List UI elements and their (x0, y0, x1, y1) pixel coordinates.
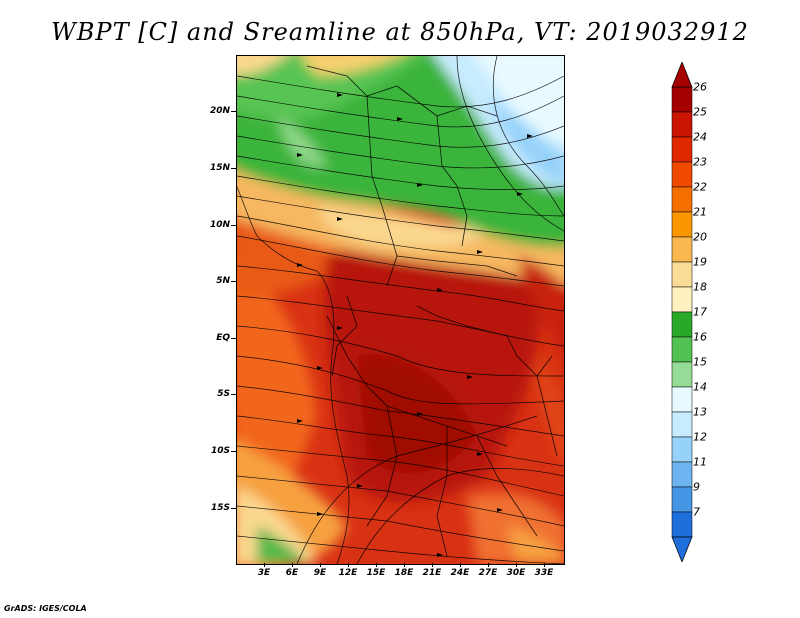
lon-tick (516, 563, 517, 567)
lat-tick (231, 225, 236, 226)
lat-tick (231, 281, 236, 282)
colorbar-label: 16 (693, 330, 707, 344)
lat-label: 15N (209, 163, 230, 173)
colorbar-segment (671, 436, 693, 463)
colorbar-label: 13 (693, 405, 707, 419)
lon-label: 30E (506, 568, 526, 578)
lon-label: 33E (534, 568, 554, 578)
lat-tick (231, 338, 236, 339)
lat-label: EQ (216, 333, 230, 343)
colorbar-segment (671, 511, 693, 538)
colorbar-segment (671, 311, 693, 338)
colorbar-label: 15 (693, 355, 707, 369)
colorbar-segment (671, 211, 693, 238)
lat-tick (231, 451, 236, 452)
map-panel (236, 55, 565, 565)
streamlines (237, 56, 564, 564)
credit-text: GrADS: IGES/COLA (4, 604, 87, 613)
colorbar-label: 24 (693, 130, 707, 144)
colorbar-segment (671, 86, 693, 113)
colorbar (671, 62, 693, 562)
lon-label: 21E (422, 568, 442, 578)
colorbar-label: 7 (693, 505, 700, 519)
colorbar-segment (671, 111, 693, 138)
lon-tick (348, 563, 349, 567)
colorbar-label: 20 (693, 230, 707, 244)
colorbar-max-triangle (671, 62, 693, 88)
colorbar-label: 21 (693, 205, 707, 219)
lat-label: 5N (216, 276, 230, 286)
lat-label: 20N (209, 106, 230, 116)
colorbar-label: 26 (693, 80, 707, 94)
colorbar-segment (671, 186, 693, 213)
lon-label: 24E (450, 568, 470, 578)
lon-label: 15E (366, 568, 386, 578)
colorbar-label: 9 (693, 480, 700, 494)
lon-tick (264, 563, 265, 567)
colorbar-segments (671, 86, 693, 538)
colorbar-segment (671, 361, 693, 388)
colorbar-label: 14 (693, 380, 707, 394)
lat-label: 10S (210, 446, 230, 456)
lat-tick (231, 168, 236, 169)
lon-tick (404, 563, 405, 567)
colorbar-segment (671, 286, 693, 313)
colorbar-label: 18 (693, 280, 707, 294)
streamline-arrows (297, 93, 533, 557)
lon-label: 18E (394, 568, 414, 578)
lon-tick (432, 563, 433, 567)
lon-tick (460, 563, 461, 567)
colorbar-label: 23 (693, 155, 707, 169)
colorbar-label: 11 (693, 455, 707, 469)
colorbar-label: 22 (693, 180, 707, 194)
map-title: WBPT [C] and Sreamline at 850hPa, VT: 20… (51, 18, 749, 46)
lon-tick (376, 563, 377, 567)
colorbar-segment (671, 236, 693, 263)
colorbar-segment (671, 336, 693, 363)
colorbar-label: 19 (693, 255, 707, 269)
colorbar-segment (671, 486, 693, 513)
coastline (237, 185, 350, 564)
colorbar-min-triangle (671, 536, 693, 562)
wbpt-field (237, 56, 564, 564)
colorbar-label: 12 (693, 430, 707, 444)
lat-tick (231, 508, 236, 509)
colorbar-segment (671, 261, 693, 288)
colorbar-segment (671, 136, 693, 163)
lat-label: 5S (217, 389, 230, 399)
lon-label: 3E (257, 568, 271, 578)
lon-tick (320, 563, 321, 567)
colorbar-segment (671, 386, 693, 413)
colorbar-label: 25 (693, 105, 707, 119)
lon-tick (488, 563, 489, 567)
lon-label: 9E (313, 568, 327, 578)
lat-label: 15S (210, 503, 230, 513)
colorbar-label: 17 (693, 305, 707, 319)
colorbar-segment (671, 461, 693, 488)
lon-label: 27E (478, 568, 498, 578)
country-borders (306, 65, 558, 557)
lat-label: 10N (209, 220, 230, 230)
colorbar-segment (671, 161, 693, 188)
colorbar-segment (671, 411, 693, 438)
lon-label: 6E (285, 568, 299, 578)
lon-tick (292, 563, 293, 567)
lat-tick (231, 111, 236, 112)
lon-label: 12E (338, 568, 358, 578)
lon-tick (544, 563, 545, 567)
lat-tick (231, 394, 236, 395)
